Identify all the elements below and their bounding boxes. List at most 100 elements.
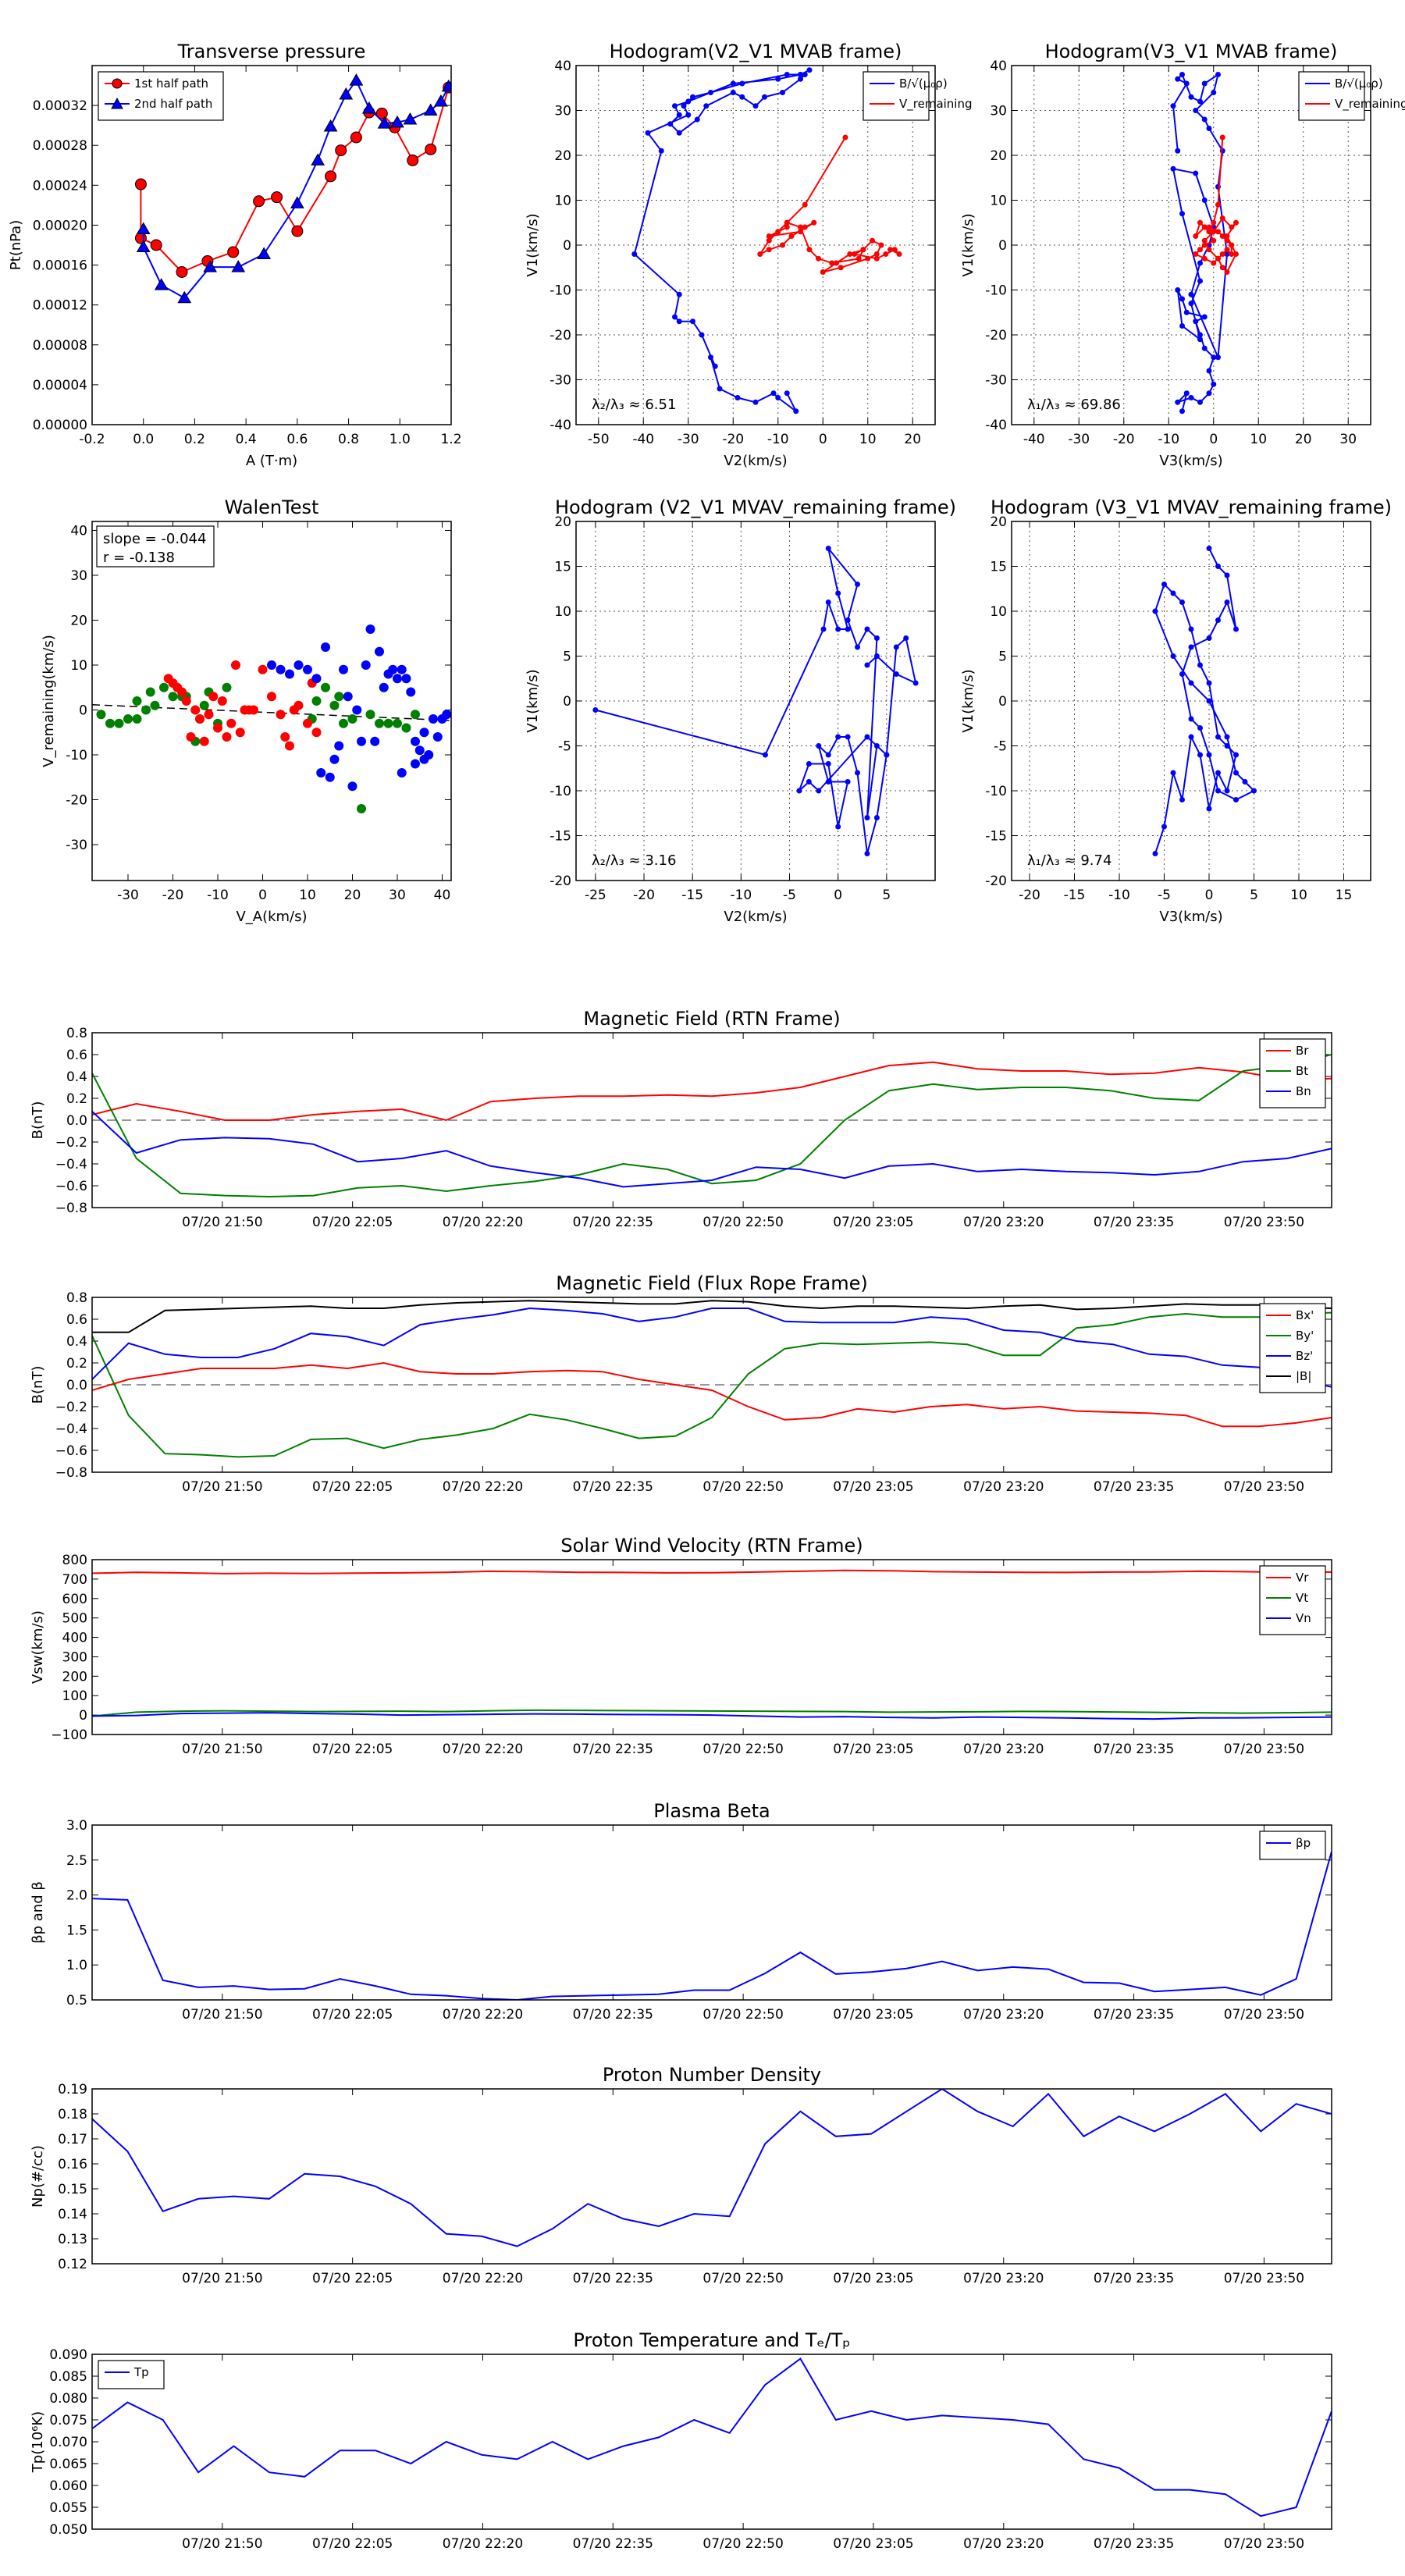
x-tick-label: 0.2: [184, 432, 205, 447]
data-point: [132, 714, 142, 724]
data-point: [811, 219, 817, 226]
x-tick-label: 15: [1336, 888, 1353, 903]
data-point: [1224, 788, 1230, 794]
x-tick-label: 07/20 23:35: [1094, 1742, 1174, 1757]
data-point: [1215, 72, 1221, 77]
x-tick-label: -20: [722, 432, 744, 447]
data-point: [176, 266, 188, 278]
y-tick-label: 0: [79, 1708, 87, 1724]
y-tick-label: 20: [70, 614, 87, 629]
y-tick-label: −0.6: [55, 1179, 87, 1194]
data-point: [365, 624, 375, 634]
data-point: [852, 251, 857, 257]
data-point: [694, 116, 700, 123]
data-point: [1233, 219, 1239, 226]
y-tick-label: 0.090: [49, 2347, 87, 2363]
y-tick-label: -5: [558, 739, 571, 755]
data-point: [685, 98, 692, 105]
data-point: [1201, 345, 1208, 351]
x-tick-label: 30: [1339, 432, 1357, 447]
y-tick-label: 1.5: [66, 1923, 87, 1938]
legend: B/√(μ₀ρ) V_remaining: [1298, 71, 1405, 121]
data-point: [393, 718, 402, 728]
plot-area: [92, 624, 451, 813]
legend-label: Bx': [1296, 1308, 1314, 1322]
data-point: [393, 674, 402, 684]
data-point: [154, 278, 169, 290]
data-point: [329, 700, 340, 710]
y-tick-label: 3.0: [66, 1818, 87, 1834]
data-point: [190, 705, 201, 715]
data-point: [1175, 399, 1181, 405]
data-point: [1193, 108, 1199, 113]
y-tick-label: −0.8: [55, 1201, 87, 1216]
y-tick-label: 0.15: [58, 2182, 87, 2197]
data-point: [703, 103, 710, 109]
x-tick-label: 40: [434, 888, 451, 903]
x-tick-label: -30: [117, 888, 139, 903]
data-point: [1201, 116, 1208, 123]
y-axis-label: V1(km/s): [960, 213, 976, 276]
y-tick-label: 0.00024: [33, 178, 87, 194]
chart-title: Hodogram (V3_V1 MVAV_remaining frame): [991, 496, 1392, 518]
y-tick-label: 10: [554, 604, 571, 620]
y-axis-label: Pt(nPa): [8, 220, 24, 270]
data-point: [114, 718, 124, 728]
data-point: [870, 237, 875, 244]
chart-title: Magnetic Field (RTN Frame): [583, 1008, 840, 1030]
data-point: [752, 103, 759, 109]
data-point: [883, 251, 889, 257]
y-tick-label: 0.080: [49, 2391, 87, 2407]
data-point: [1224, 233, 1230, 239]
data-point: [775, 395, 781, 400]
series-tp: [92, 2357, 1332, 2517]
legend-box: [1259, 1038, 1326, 1108]
data-point: [838, 265, 844, 271]
plot-area: [92, 2357, 1332, 2517]
data-point: [847, 251, 853, 257]
series-blue: [267, 624, 451, 792]
data-point: [1161, 582, 1167, 587]
data-point: [1201, 224, 1208, 230]
y-tick-label: 700: [62, 1572, 87, 1588]
plot-area: [92, 1300, 1332, 1458]
x-axis-label: V_A(km/s): [236, 909, 307, 925]
series-bn: [92, 1111, 1332, 1188]
data-point: [321, 682, 330, 692]
series-line: [92, 1061, 1332, 1122]
data-point: [388, 664, 398, 674]
data-point: [802, 224, 808, 230]
x-tick-label: 07/20 22:35: [573, 2007, 653, 2023]
x-tick-label: 07/20 22:35: [573, 1742, 653, 1757]
x-tick-label: -5: [1158, 888, 1171, 903]
plot-frame: [91, 521, 452, 881]
legend-label: |B|: [1296, 1369, 1311, 1383]
data-point: [1206, 126, 1212, 131]
data-point: [195, 714, 205, 724]
data-point: [873, 635, 880, 641]
data-point: [347, 714, 357, 724]
chart-hodogram_v3_v1_mvav: Hodogram (V3_V1 MVAV_remaining frame) -20…: [960, 496, 1392, 925]
data-point: [1215, 229, 1221, 235]
series-line: [92, 1307, 1332, 1388]
y-tick-label: 0.0: [66, 1378, 87, 1393]
y-tick-label: -20: [985, 873, 1007, 889]
data-point: [752, 399, 759, 405]
data-point: [1179, 671, 1185, 677]
data-point: [806, 247, 813, 253]
data-point: [150, 700, 160, 710]
data-point: [150, 239, 162, 251]
data-point: [339, 87, 354, 100]
series-bx-: [92, 1361, 1332, 1428]
data-point: [222, 732, 232, 742]
chart-title: Magnetic Field (Flux Rope Frame): [556, 1272, 867, 1294]
series-line: [92, 1111, 1332, 1188]
chart-title: Plasma Beta: [653, 1800, 770, 1822]
y-tick-label: -30: [985, 373, 1007, 389]
plot-area: [92, 1054, 1332, 1198]
series-v-remaining: [1193, 134, 1239, 275]
plot-area: [92, 2089, 1332, 2247]
data-point: [1152, 851, 1158, 856]
data-point: [816, 255, 821, 262]
data-point: [820, 626, 827, 632]
